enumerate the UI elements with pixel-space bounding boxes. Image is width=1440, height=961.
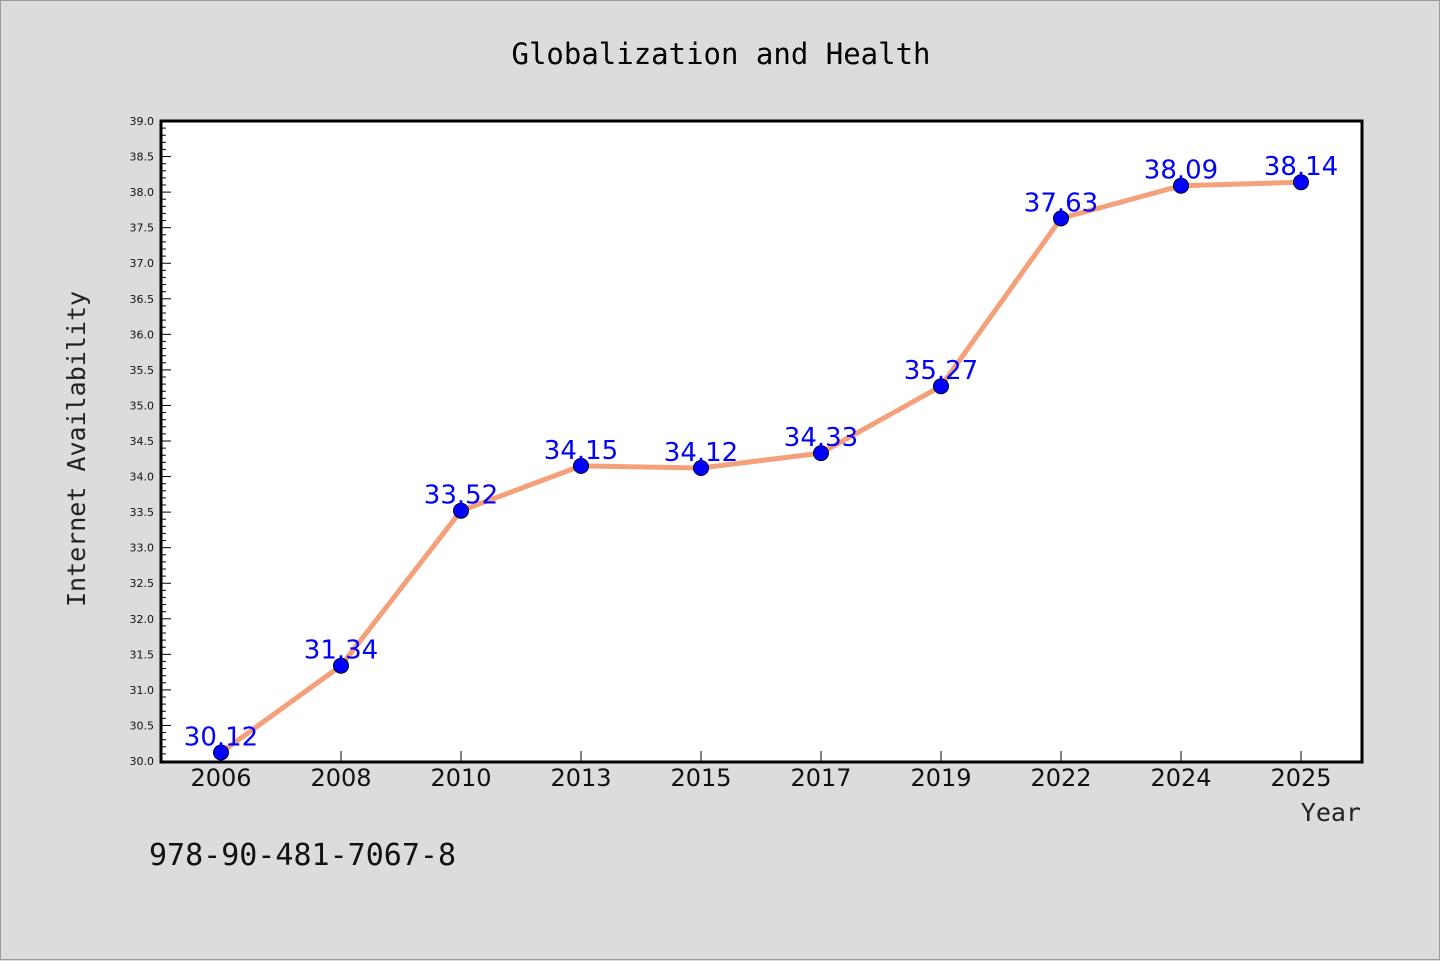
data-label: 34.33 — [784, 423, 858, 453]
y-axis-label: Internet Availability — [62, 291, 91, 607]
y-tick-label: 30.0 — [130, 755, 155, 768]
x-tick-label: 2025 — [1270, 764, 1331, 792]
y-tick-label: 38.0 — [130, 186, 155, 199]
data-point — [1173, 177, 1189, 194]
isbn-annotation: 978-90-481-7067-8 — [149, 838, 456, 873]
y-tick-label: 33.5 — [130, 506, 155, 519]
y-tick-label: 38.5 — [130, 151, 155, 164]
y-tick-label: 32.0 — [130, 613, 155, 626]
x-tick-label: 2008 — [310, 764, 371, 792]
data-label: 34.15 — [544, 436, 618, 466]
x-tick-label: 2019 — [910, 764, 971, 792]
y-tick-label: 34.0 — [130, 471, 155, 484]
data-label: 31.34 — [304, 636, 378, 666]
data-label: 38.14 — [1264, 152, 1338, 182]
data-point — [573, 457, 589, 474]
x-tick-label: 2017 — [790, 764, 851, 792]
x-tick-label: 2006 — [190, 764, 251, 792]
data-label: 38.09 — [1144, 156, 1218, 186]
y-tick-label: 31.5 — [130, 648, 155, 661]
y-tick-label: 30.5 — [130, 719, 155, 732]
y-tick-label: 32.5 — [130, 577, 155, 590]
x-tick-label: 2015 — [670, 764, 731, 792]
y-tick-label: 33.0 — [130, 542, 155, 555]
x-tick-label: 2010 — [430, 764, 491, 792]
x-tick-label: 2013 — [550, 764, 611, 792]
data-point — [813, 445, 829, 462]
y-tick-label: 36.0 — [130, 328, 155, 341]
y-tick-label: 35.5 — [130, 364, 155, 377]
data-point — [1293, 174, 1309, 191]
data-point — [1053, 210, 1069, 227]
x-tick-label: 2022 — [1030, 764, 1091, 792]
data-point — [213, 744, 229, 761]
y-tick-label: 36.5 — [130, 293, 155, 306]
data-label: 37.63 — [1024, 188, 1098, 218]
y-tick-label: 31.0 — [130, 684, 155, 697]
y-tick-label: 37.5 — [130, 222, 155, 235]
plot-area — [159, 119, 1364, 764]
y-tick-label: 35.0 — [130, 399, 155, 412]
data-label: 30.12 — [184, 723, 258, 753]
series-markers — [213, 174, 1309, 761]
x-axis: 2006 2008 2010 2013 2015 2017 2019 2022 2024 2025 — [190, 751, 1332, 792]
data-labels: 30.12 31.34 33.52 34.15 34.12 34.33 35.27 37.63… — [184, 152, 1338, 752]
data-point — [933, 378, 949, 395]
x-tick-label: 2024 — [1150, 764, 1211, 792]
y-tick-label: 37.0 — [130, 257, 155, 270]
data-point — [693, 460, 709, 476]
y-tick-label: 34.5 — [130, 435, 155, 448]
y-tick-label: 39.0 — [130, 115, 155, 128]
x-axis-label: Year — [1301, 798, 1361, 827]
data-label: 34.12 — [664, 438, 738, 468]
data-point — [333, 657, 349, 674]
chart-title: Globalization and Health — [511, 37, 930, 71]
series-line — [219, 179, 1302, 755]
data-label: 35.27 — [904, 356, 978, 386]
data-label: 33.52 — [424, 481, 498, 511]
data-point — [453, 502, 469, 519]
y-axis: 30.0 30.5 31.0 31.5 32.0 32.5 33.0 33.5 34.0 34.5… — [130, 115, 171, 768]
